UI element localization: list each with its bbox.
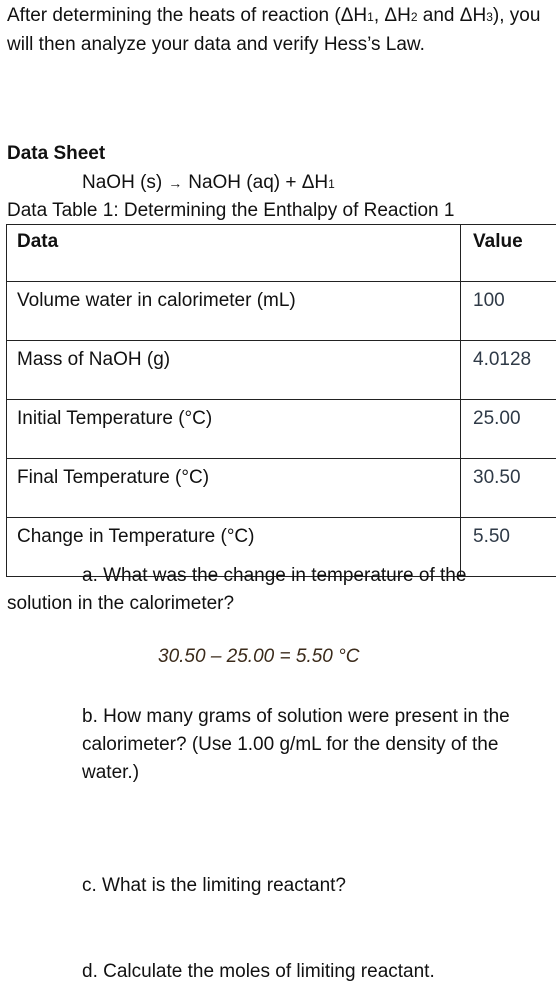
table-row: Change in Temperature (°C) 5.50 <box>6 517 556 577</box>
equation-product: NaOH (aq) + ΔH <box>188 172 329 193</box>
row-label: Volume water in calorimeter (mL) <box>6 281 461 341</box>
row-label: Mass of NaOH (g) <box>6 340 461 400</box>
equation-sub: 1 <box>328 177 335 191</box>
intro-text-1: After determining the heats of reaction … <box>7 5 368 26</box>
table-row: Mass of NaOH (g) 4.0128 <box>6 340 556 400</box>
row-value: 25.00 <box>460 399 556 459</box>
table-caption: Data Table 1: Determining the Enthalpy o… <box>7 200 455 221</box>
table-row: Initial Temperature (°C) 25.00 <box>6 399 556 459</box>
intro-text-4: ), you will then analyze your data and v… <box>7 5 541 55</box>
row-value: 30.50 <box>460 458 556 518</box>
intro-sub-1: 1 <box>367 10 374 24</box>
intro-paragraph: After determining the heats of reaction … <box>7 2 547 59</box>
answer-a: 30.50 – 25.00 = 5.50 °C <box>158 646 360 667</box>
intro-sub-3: 3 <box>486 10 493 24</box>
question-a: a. What was the change in temperature of… <box>7 562 547 618</box>
row-value: 100 <box>460 281 556 341</box>
question-a-line2: solution in the calorimeter? <box>7 593 235 614</box>
header-value: Value <box>460 224 556 282</box>
question-d: d. Calculate the moles of limiting react… <box>82 961 435 982</box>
question-a-line1: a. What was the change in temperature of… <box>82 565 467 586</box>
row-label: Final Temperature (°C) <box>6 458 461 518</box>
row-label: Initial Temperature (°C) <box>6 399 461 459</box>
question-c: c. What is the limiting reactant? <box>82 875 346 896</box>
equation-reactant: NaOH (s) <box>82 172 163 193</box>
reaction-arrow-icon: → <box>168 175 183 191</box>
intro-text-3: and ΔH <box>417 5 487 26</box>
header-data: Data <box>6 224 461 282</box>
reaction-equation: NaOH (s) → NaOH (aq) + ΔH1 <box>82 172 335 194</box>
intro-sub-2: 2 <box>410 10 418 24</box>
row-label: Change in Temperature (°C) <box>6 517 461 577</box>
table-header-row: Data Value <box>6 224 556 282</box>
data-table: Data Value Volume water in calorimeter (… <box>6 224 556 577</box>
table-row: Final Temperature (°C) 30.50 <box>6 458 556 518</box>
question-b: b. How many grams of solution were prese… <box>82 706 510 783</box>
intro-text-2: , ΔH <box>373 5 411 26</box>
table-row: Volume water in calorimeter (mL) 100 <box>6 281 556 341</box>
section-title: Data Sheet <box>7 143 106 164</box>
row-value: 5.50 <box>460 517 556 577</box>
row-value: 4.0128 <box>460 340 556 400</box>
